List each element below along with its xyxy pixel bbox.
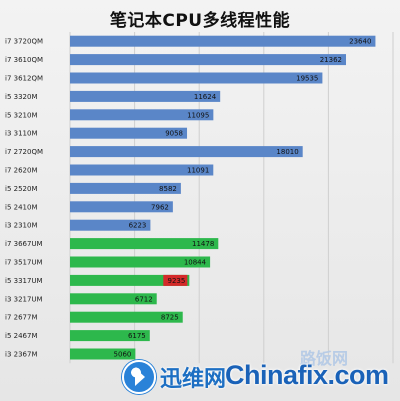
- value-label: 21362: [320, 56, 342, 64]
- watermark-xunwei-text: 迅维网: [160, 367, 227, 392]
- value-label: 6223: [129, 222, 147, 230]
- watermark-chinafix-text: Chinafix.com: [225, 360, 389, 390]
- value-label: 6712: [135, 295, 153, 303]
- category-label: i3 3217UM: [5, 295, 43, 303]
- bar: [70, 201, 173, 213]
- category-label: i7 3667UM: [5, 240, 43, 248]
- category-label: i5 2520M: [5, 185, 37, 193]
- xunwei-logo-icon: [122, 360, 156, 394]
- value-label: 11624: [194, 93, 217, 101]
- bar: [70, 90, 221, 102]
- value-label: 8582: [159, 185, 177, 193]
- category-label: i7 3720QM: [5, 38, 43, 46]
- value-label: 6175: [128, 332, 146, 340]
- bar: [70, 311, 183, 323]
- category-label: i3 3110M: [5, 130, 37, 138]
- bar: [70, 35, 376, 47]
- category-label: i5 2410M: [5, 203, 37, 211]
- category-label: i5 3210M: [5, 111, 37, 119]
- category-label: i5 3320M: [5, 93, 37, 101]
- value-label: 8725: [161, 314, 179, 322]
- category-label: i3 2367M: [5, 351, 37, 359]
- value-label: 11095: [187, 111, 209, 119]
- bar: [70, 274, 190, 286]
- category-label: i5 2467M: [5, 332, 37, 340]
- chart-title: 笔记本CPU多线程性能: [109, 11, 291, 31]
- bar: [70, 238, 219, 250]
- category-label: i7 3612QM: [5, 75, 43, 83]
- value-label: 23640: [349, 38, 371, 46]
- value-label: 18010: [276, 148, 298, 156]
- bar: [70, 330, 150, 342]
- value-label: 11478: [192, 240, 214, 248]
- category-label: i3 2310M: [5, 222, 37, 230]
- value-label: 5060: [114, 351, 132, 359]
- value-label: 11091: [187, 167, 209, 175]
- watermark-lufan-text: 路饭网: [300, 349, 349, 368]
- value-label: 9058: [165, 130, 183, 138]
- value-label: 9235: [167, 277, 185, 285]
- category-label: i7 2720QM: [5, 148, 43, 156]
- category-label: i7 3610QM: [5, 56, 43, 64]
- bar: [70, 348, 136, 360]
- category-label: i5 3317UM: [5, 277, 43, 285]
- bar: [70, 54, 346, 66]
- bar: [70, 256, 211, 268]
- bar: [70, 164, 214, 176]
- category-label: i7 3517UM: [5, 259, 43, 267]
- highlight-marker: [163, 274, 188, 286]
- value-label: 7962: [151, 203, 169, 211]
- bar: [70, 293, 157, 305]
- category-label: i7 2620M: [5, 167, 37, 175]
- bar: [70, 109, 214, 121]
- watermark-xunwei: 迅维网: [122, 360, 226, 394]
- bar: [70, 182, 181, 194]
- bar: [70, 219, 151, 231]
- bar: [70, 72, 323, 84]
- bar: [70, 146, 303, 158]
- value-label: 10844: [184, 259, 207, 267]
- category-label: i7 2677M: [5, 314, 37, 322]
- bar: [70, 127, 188, 139]
- value-label: 19535: [296, 75, 318, 83]
